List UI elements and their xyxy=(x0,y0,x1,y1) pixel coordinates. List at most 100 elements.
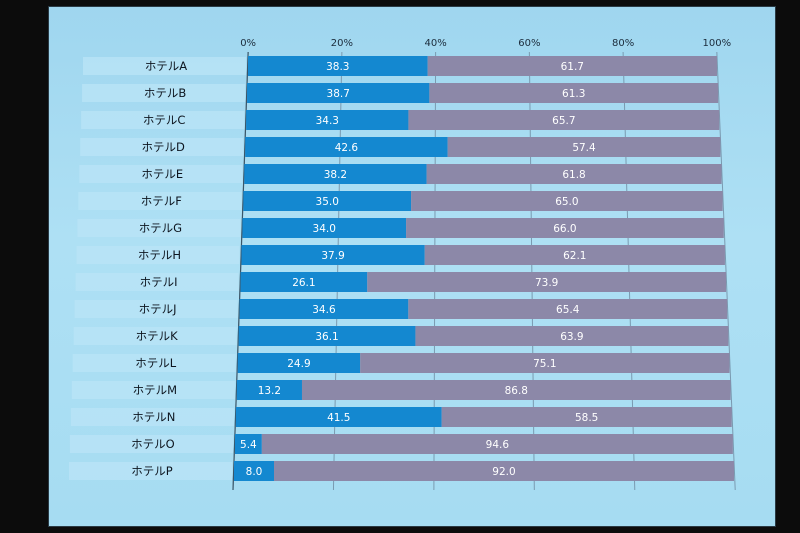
category-label-band xyxy=(74,300,238,318)
bar-segment xyxy=(427,56,717,76)
category-label-band xyxy=(72,354,236,372)
bar-segment xyxy=(406,218,724,238)
bar-data-label: 24.9 xyxy=(287,358,310,370)
bar-data-label: 61.7 xyxy=(561,61,584,73)
bar-segment xyxy=(411,191,723,211)
bar-segment xyxy=(237,353,361,373)
bar-data-label: 34.3 xyxy=(316,115,339,127)
category-label-band xyxy=(75,273,239,291)
bar-segment xyxy=(239,299,409,319)
x-tick-label: 0% xyxy=(240,38,256,49)
category-label-band xyxy=(83,57,246,75)
category-label-band xyxy=(77,219,241,237)
bar-data-label: 38.3 xyxy=(326,61,349,73)
category-label: ホテルH xyxy=(138,248,181,262)
x-tick-label: 80% xyxy=(612,38,634,49)
bar-data-label: 57.4 xyxy=(572,142,596,154)
category-label-band xyxy=(76,246,240,264)
bar-segment xyxy=(447,137,721,157)
bar-segment xyxy=(408,299,728,319)
bar-segment xyxy=(360,353,730,373)
category-label: ホテルK xyxy=(136,329,178,343)
bar-data-label: 42.6 xyxy=(335,142,359,154)
bar-segment xyxy=(301,380,731,400)
bar-segment xyxy=(234,461,274,481)
bar-segment xyxy=(242,218,407,238)
bar-segment xyxy=(238,326,416,346)
category-label: ホテルD xyxy=(142,140,185,154)
bar-segment xyxy=(424,245,725,265)
bar-segment xyxy=(441,407,732,427)
bar-data-label: 58.5 xyxy=(575,412,598,424)
category-label-band xyxy=(71,381,235,399)
bar-data-label: 66.0 xyxy=(553,223,576,235)
bar-data-label: 13.2 xyxy=(258,385,281,397)
bar-data-label: 75.1 xyxy=(533,358,556,370)
bar-data-label: 34.6 xyxy=(312,304,336,316)
bar-segment xyxy=(240,272,368,292)
category-label: ホテルE xyxy=(141,167,183,181)
category-label: ホテルF xyxy=(141,194,182,208)
category-label: ホテルP xyxy=(131,464,172,478)
category-label-band xyxy=(69,462,232,480)
category-label: ホテルG xyxy=(139,221,182,235)
bar-data-label: 38.7 xyxy=(327,88,350,100)
bar-data-label: 65.0 xyxy=(555,196,578,208)
bar-data-label: 26.1 xyxy=(292,277,315,289)
bar-segment xyxy=(234,434,262,454)
bar-data-label: 61.3 xyxy=(562,88,585,100)
bar-segment xyxy=(246,110,409,130)
category-label: ホテルC xyxy=(143,113,186,127)
bar-segment xyxy=(429,83,719,103)
bar-segment xyxy=(261,434,733,454)
bar-segment xyxy=(236,380,302,400)
x-tick-label: 40% xyxy=(424,38,446,49)
bar-data-label: 65.7 xyxy=(552,115,575,127)
bar-segment xyxy=(247,83,430,103)
x-tick-label: 60% xyxy=(518,38,540,49)
category-label: ホテルM xyxy=(133,383,177,397)
category-label-band xyxy=(80,138,244,156)
bar-data-label: 36.1 xyxy=(315,331,338,343)
bar-segment xyxy=(367,272,727,292)
bar-data-label: 8.0 xyxy=(246,466,263,478)
bar-data-label: 65.4 xyxy=(556,304,580,316)
bar-segment xyxy=(415,326,729,346)
bar-data-label: 37.9 xyxy=(321,250,344,262)
category-label: ホテルI xyxy=(140,275,178,289)
bar-segment xyxy=(243,191,412,211)
category-label: ホテルO xyxy=(131,437,175,451)
bar-data-label: 61.8 xyxy=(562,169,585,181)
bar-data-label: 92.0 xyxy=(492,466,515,478)
bar-segment xyxy=(426,164,722,184)
bar-data-label: 38.2 xyxy=(324,169,347,181)
bar-data-label: 63.9 xyxy=(560,331,583,343)
bar-segment xyxy=(248,56,428,76)
y-axis-line xyxy=(232,51,249,491)
x-tick-label: 20% xyxy=(331,38,353,49)
bar-data-label: 35.0 xyxy=(316,196,339,208)
bar-segment xyxy=(408,110,720,130)
category-label: ホテルB xyxy=(144,86,186,100)
projection-screen: 0% 20% 40% 60% 80% 100% ホテルA 38.3 61.7 ホテルB 38.7 61… xyxy=(48,6,776,527)
x-tick-label: 100% xyxy=(703,38,732,49)
category-label-band xyxy=(79,165,243,183)
category-label-band xyxy=(81,111,245,129)
category-label: ホテルJ xyxy=(139,302,177,316)
category-label-band xyxy=(70,408,234,426)
category-label: ホテルA xyxy=(145,59,187,73)
category-label-band xyxy=(73,327,237,345)
category-label-band xyxy=(78,192,242,210)
category-label-band xyxy=(82,84,246,102)
bar-data-label: 94.6 xyxy=(486,439,510,451)
bar-segment xyxy=(244,164,427,184)
gridline xyxy=(716,51,736,491)
bar-segment xyxy=(241,245,425,265)
bar-segment xyxy=(274,461,734,481)
bar-data-label: 5.4 xyxy=(240,439,257,451)
bar-data-label: 34.0 xyxy=(313,223,336,235)
bar-segment xyxy=(245,137,448,157)
bar-data-label: 41.5 xyxy=(327,412,350,424)
category-label: ホテルN xyxy=(132,410,175,424)
category-label-band xyxy=(69,435,233,453)
